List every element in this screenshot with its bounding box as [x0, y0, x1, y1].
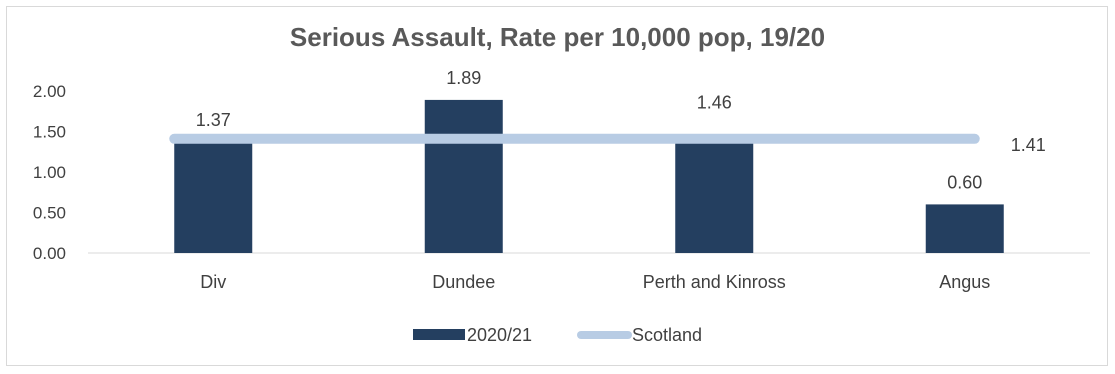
chart-title: Serious Assault, Rate per 10,000 pop, 19… — [289, 22, 826, 52]
y-tick-label: 0.50 — [33, 204, 66, 223]
bar-angus — [925, 204, 1004, 253]
bar-dundee — [424, 99, 503, 253]
data-labels: 1.37 1.89 1.46 0.60 1.41 — [196, 68, 1046, 192]
bar-series — [174, 99, 1004, 253]
legend-label-scotland: Scotland — [632, 325, 702, 345]
y-tick-label: 1.00 — [33, 163, 66, 182]
bar-div — [174, 142, 253, 253]
legend-label-2020-21: 2020/21 — [467, 325, 532, 345]
y-tick-label: 0.00 — [33, 244, 66, 263]
y-axis-ticks: 0.00 0.50 1.00 1.50 2.00 — [33, 82, 66, 263]
data-label: 1.89 — [446, 68, 481, 88]
x-category-label: Dundee — [432, 272, 495, 292]
y-tick-label: 2.00 — [33, 82, 66, 101]
data-label: 1.37 — [196, 110, 231, 130]
x-category-label: Angus — [939, 272, 990, 292]
data-label: 1.46 — [697, 93, 732, 113]
legend: 2020/21 Scotland — [413, 325, 702, 345]
legend-swatch-2020-21 — [413, 329, 465, 340]
scotland-line-label: 1.41 — [1011, 135, 1046, 155]
x-category-label: Div — [200, 272, 226, 292]
data-label: 0.60 — [947, 172, 982, 192]
y-tick-label: 1.50 — [33, 123, 66, 142]
x-category-label: Perth and Kinross — [643, 272, 786, 292]
bar-perth-and-kinross — [675, 134, 754, 253]
x-axis-categories: Div Dundee Perth and Kinross Angus — [200, 272, 990, 292]
